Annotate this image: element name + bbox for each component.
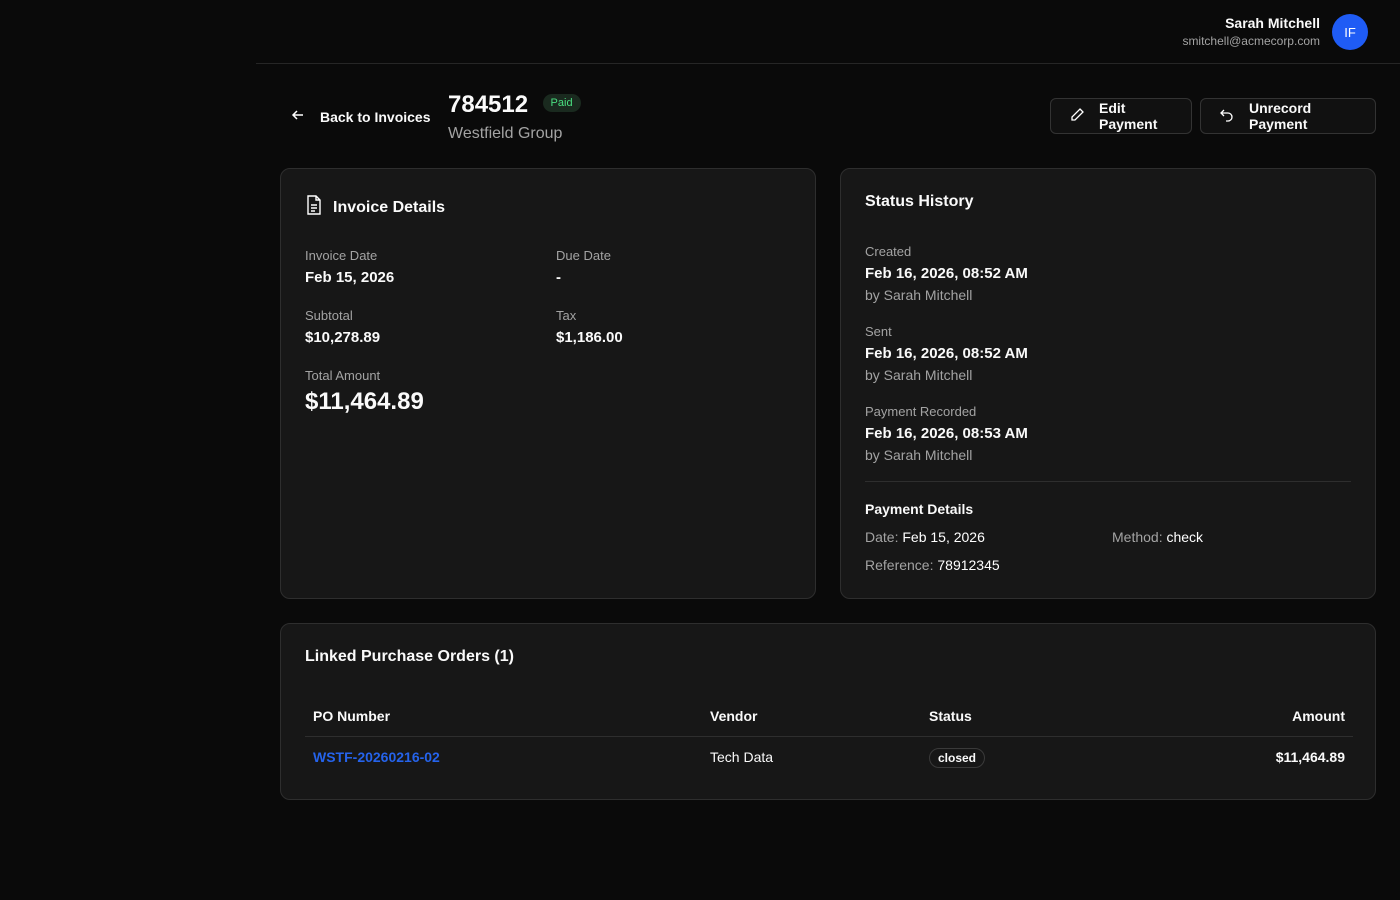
company-name: Westfield Group [448,125,563,142]
event-label: Payment Recorded [865,404,977,419]
invoice-header: 784512 Paid Westfield Group [448,91,581,143]
event-by: by Sarah Mitchell [865,447,973,463]
event-label: Sent [865,324,892,339]
po-amount: $11,464.89 [1275,749,1345,765]
edit-payment-label: Edit Payment [1099,100,1158,132]
subtotal-label: Subtotal [305,308,353,323]
payment-reference-label: Reference: [865,557,934,573]
divider [865,481,1351,482]
invoice-date-label: Invoice Date [305,248,378,263]
payment-method: check [1166,529,1204,545]
payment-reference: 78912345 [937,557,1000,573]
invoice-details-title: Invoice Details [333,198,446,216]
user-email: smitchell@acmecorp.com [1182,34,1320,48]
payment-date: Feb 15, 2026 [902,529,985,545]
linked-po-title: Linked Purchase Orders (1) [305,648,514,665]
subtotal: $10,278.89 [305,329,381,346]
top-bar: Sarah Mitchell smitchell@acmecorp.com IF [256,0,1400,64]
po-number-link[interactable]: WSTF-20260216-02 [313,749,440,765]
payment-method-label: Method: [1112,529,1163,545]
total-amount: $11,464.89 [305,388,424,415]
avatar[interactable]: IF [1332,14,1368,50]
linked-purchase-orders-card: Linked Purchase Orders (1) PO Number Ven… [280,623,1376,800]
back-label: Back to Invoices [320,108,431,125]
due-date-label: Due Date [556,248,611,263]
event-label: Created [865,244,912,259]
event-time: Feb 16, 2026, 08:52 AM [865,345,1028,362]
back-to-invoices-button[interactable]: Back to Invoices [290,107,431,126]
po-vendor: Tech Data [710,749,774,765]
unrecord-payment-label: Unrecord Payment [1249,100,1312,132]
column-header-amount: Amount [1118,696,1353,737]
total-label: Total Amount [305,368,381,383]
event-time: Feb 16, 2026, 08:52 AM [865,265,1028,282]
payment-details-title: Payment Details [865,501,974,517]
due-date: - [556,269,561,286]
pencil-icon [1069,107,1085,126]
invoice-number: 784512 [448,91,529,118]
column-header-vendor: Vendor [702,696,921,737]
table-row: WSTF-20260216-02 Tech Data closed $11,46… [305,737,1353,778]
tax-label: Tax [556,308,577,323]
tax: $1,186.00 [556,329,623,346]
event-by: by Sarah Mitchell [865,287,973,303]
po-table: PO Number Vendor Status Amount WSTF-2026… [305,696,1353,777]
invoice-details-card: Invoice Details Invoice Date Feb 15, 202… [280,168,816,599]
document-icon [305,195,323,220]
po-status-badge: closed [929,748,986,768]
invoice-date: Feb 15, 2026 [305,269,395,286]
user-name: Sarah Mitchell [1225,15,1320,31]
column-header-status: Status [921,696,1119,737]
edit-payment-button[interactable]: Edit Payment [1050,98,1192,134]
event-by: by Sarah Mitchell [865,367,973,383]
status-history-title: Status History [865,193,974,210]
column-header-po-number: PO Number [305,696,702,737]
card-title: Invoice Details [305,195,445,220]
unrecord-payment-button[interactable]: Unrecord Payment [1200,98,1376,134]
status-badge: Paid [542,94,581,112]
arrow-left-icon [290,107,306,126]
undo-icon [1219,107,1235,126]
event-time: Feb 16, 2026, 08:53 AM [865,425,1028,442]
user-info: Sarah Mitchell smitchell@acmecorp.com [1182,15,1320,48]
payment-date-label: Date: [865,529,899,545]
status-history-card: Status History Created Feb 16, 2026, 08:… [840,168,1376,599]
